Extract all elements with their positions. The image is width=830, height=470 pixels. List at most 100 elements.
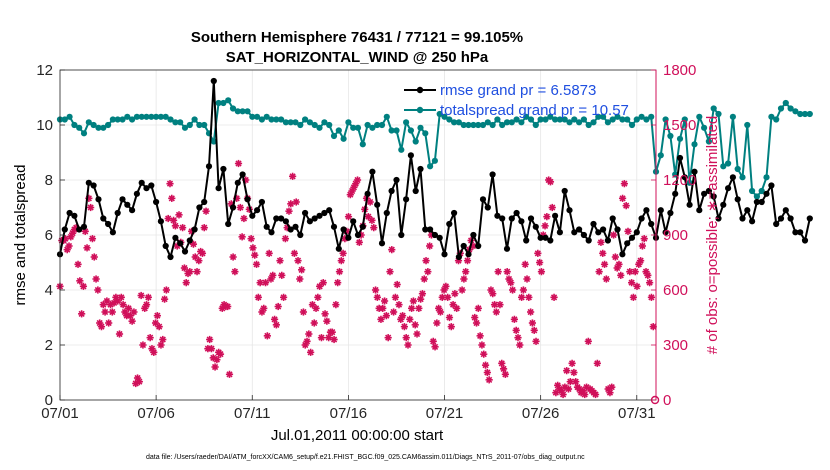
- totalspread-series: [56, 97, 813, 200]
- chart-title-line2: SAT_HORIZONTAL_WIND @ 250 hPa: [226, 49, 489, 66]
- x-tick-label: 07/31: [618, 405, 656, 422]
- rmse-point: [249, 212, 256, 219]
- obs-count-marker: [160, 295, 169, 303]
- obs-count-marker: [471, 313, 479, 322]
- obs-count-marker: [429, 337, 437, 345]
- rmse-point: [758, 198, 765, 206]
- spread-point: [321, 119, 328, 126]
- obs-count-marker: [242, 176, 250, 184]
- obs-count-marker: [317, 334, 326, 342]
- obs-count-marker: [602, 275, 610, 283]
- obs-count-marker: [400, 323, 409, 331]
- rmse-point: [523, 237, 530, 244]
- spread-point: [133, 113, 140, 120]
- obs-count-marker: [548, 203, 556, 212]
- rmse-point: [571, 229, 578, 236]
- obs-count-marker: [139, 341, 147, 349]
- obs-count-marker: [382, 312, 390, 320]
- obs-count-marker: [530, 326, 538, 334]
- obs-count-marker: [96, 319, 104, 327]
- legend-rmse-label: rmse grand pr = 6.5873: [440, 82, 596, 99]
- rmse-point: [61, 226, 68, 233]
- spread-point: [234, 108, 241, 115]
- rmse-point: [244, 196, 251, 203]
- rmse-point: [302, 209, 309, 217]
- spread-point: [114, 116, 121, 123]
- spread-point: [648, 113, 655, 120]
- obs-count-marker: [238, 233, 246, 241]
- spread-point: [614, 113, 621, 120]
- spread-point: [186, 121, 193, 129]
- obs-count-marker: [494, 268, 502, 276]
- spread-point: [619, 116, 626, 123]
- obs-count-marker: [339, 249, 347, 257]
- obs-count-marker: [124, 304, 133, 312]
- spread-point: [624, 116, 631, 123]
- obs-count-marker: [164, 214, 172, 223]
- spread-point: [105, 121, 112, 129]
- rmse-point: [311, 215, 318, 222]
- rmse-point: [66, 209, 73, 217]
- rmse-point: [739, 215, 746, 222]
- obs-count-marker: [637, 257, 645, 265]
- spread-point: [725, 160, 732, 167]
- spread-point: [162, 113, 169, 120]
- spread-point: [229, 105, 237, 112]
- obs-count-marker: [572, 378, 580, 386]
- obs-count-marker: [146, 334, 154, 342]
- spread-point: [345, 119, 352, 126]
- spread-point: [797, 110, 804, 118]
- rmse-point: [263, 223, 270, 230]
- obs-count-marker: [503, 268, 511, 276]
- obs-count-marker: [353, 176, 362, 184]
- obs-count-marker: [629, 293, 638, 301]
- obs-count-marker: [426, 242, 434, 250]
- x-tick-label: 07/16: [330, 405, 368, 422]
- obs-count-marker: [512, 326, 520, 334]
- spread-point: [580, 116, 588, 123]
- obs-count-marker: [207, 345, 216, 353]
- spread-point: [552, 116, 559, 123]
- obs-count-marker: [624, 227, 632, 235]
- obs-count-marker: [370, 224, 378, 232]
- x-tick-label: 07/21: [426, 405, 464, 422]
- spread-point: [691, 141, 698, 148]
- rmse-point: [556, 229, 564, 236]
- rmse-point: [441, 251, 448, 258]
- rmse-point: [201, 198, 208, 206]
- rmse-point: [705, 187, 713, 195]
- obs-count-marker: [507, 279, 515, 287]
- rmse-point: [715, 215, 722, 222]
- rmse-point: [369, 168, 376, 175]
- obs-count-marker: [527, 308, 535, 316]
- spread-point: [412, 138, 419, 145]
- obs-count-marker: [631, 268, 639, 276]
- legend-rmse-marker: [416, 86, 424, 94]
- rmse-point: [340, 226, 347, 233]
- obs-count-marker: [166, 180, 174, 188]
- spread-point: [585, 121, 592, 129]
- rmse-point: [763, 190, 770, 197]
- obs-count-marker: [395, 301, 403, 309]
- spread-point: [225, 97, 232, 104]
- obs-count-marker: [128, 317, 136, 325]
- obs-count-marker: [285, 207, 293, 215]
- obs-count-marker: [168, 194, 176, 202]
- spread-point: [100, 124, 107, 131]
- rmse-point: [205, 163, 213, 170]
- obs-count-marker: [74, 260, 82, 268]
- rmse-point: [648, 220, 655, 228]
- rmse-point: [667, 209, 674, 217]
- obs-count-marker: [622, 202, 630, 210]
- obs-count-marker: [316, 282, 324, 290]
- obs-count-marker: [78, 310, 86, 318]
- y-right-tick-label: 1200: [663, 172, 696, 189]
- spread-point: [806, 110, 813, 118]
- obs-count-marker: [537, 268, 546, 276]
- rmse-point: [90, 182, 97, 189]
- obs-count-marker: [483, 368, 491, 377]
- spread-point: [417, 124, 424, 131]
- rmse-point: [561, 187, 568, 195]
- rmse-point: [527, 215, 535, 222]
